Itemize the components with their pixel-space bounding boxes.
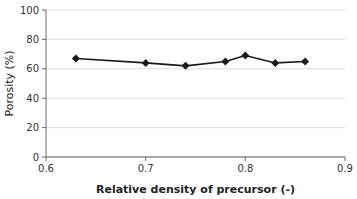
data-line <box>76 56 305 66</box>
x-tick <box>46 157 47 161</box>
y-axis-line <box>46 10 47 157</box>
x-tick-label: 0.7 <box>138 163 154 174</box>
x-axis-label: Relative density of precursor (-) <box>96 183 295 196</box>
data-point <box>142 59 150 67</box>
data-point <box>72 55 80 63</box>
y-tick-label: 0 <box>33 152 39 163</box>
data-point <box>241 52 249 60</box>
grid-line <box>46 39 345 40</box>
y-axis-label: Porosity (%) <box>3 50 16 116</box>
y-tick-label: 40 <box>26 93 39 104</box>
y-tick <box>42 127 46 128</box>
grid-line <box>46 68 345 69</box>
x-axis-line <box>46 157 345 158</box>
data-point <box>182 62 190 70</box>
x-tick-label: 0.8 <box>237 163 253 174</box>
y-tick <box>42 10 46 11</box>
data-point <box>271 59 279 67</box>
x-tick <box>345 157 346 161</box>
data-point <box>221 57 229 65</box>
x-tick <box>145 157 146 161</box>
grid-line <box>46 98 345 99</box>
chart-svg: 0 20 40 60 80 100 0.6 0.7 0.8 0.9 Relative density… <box>0 0 357 199</box>
grid-line <box>46 157 345 158</box>
data-point <box>301 57 309 65</box>
y-tick-label: 60 <box>26 63 39 74</box>
y-tick <box>42 68 46 69</box>
y-tick-label: 100 <box>20 5 39 16</box>
y-tick <box>42 157 46 158</box>
y-tick-label: 80 <box>26 34 39 45</box>
x-tick-label: 0.9 <box>337 163 353 174</box>
x-tick <box>245 157 246 161</box>
plot-area <box>72 52 309 70</box>
y-tick-label: 20 <box>26 122 39 133</box>
grid-line <box>46 10 345 11</box>
x-tick-label: 0.6 <box>38 163 54 174</box>
grid <box>46 10 345 157</box>
y-tick <box>42 39 46 40</box>
grid-line <box>46 127 345 128</box>
y-tick <box>42 98 46 99</box>
chart-container: 0 20 40 60 80 100 0.6 0.7 0.8 0.9 Relative density… <box>0 0 357 199</box>
